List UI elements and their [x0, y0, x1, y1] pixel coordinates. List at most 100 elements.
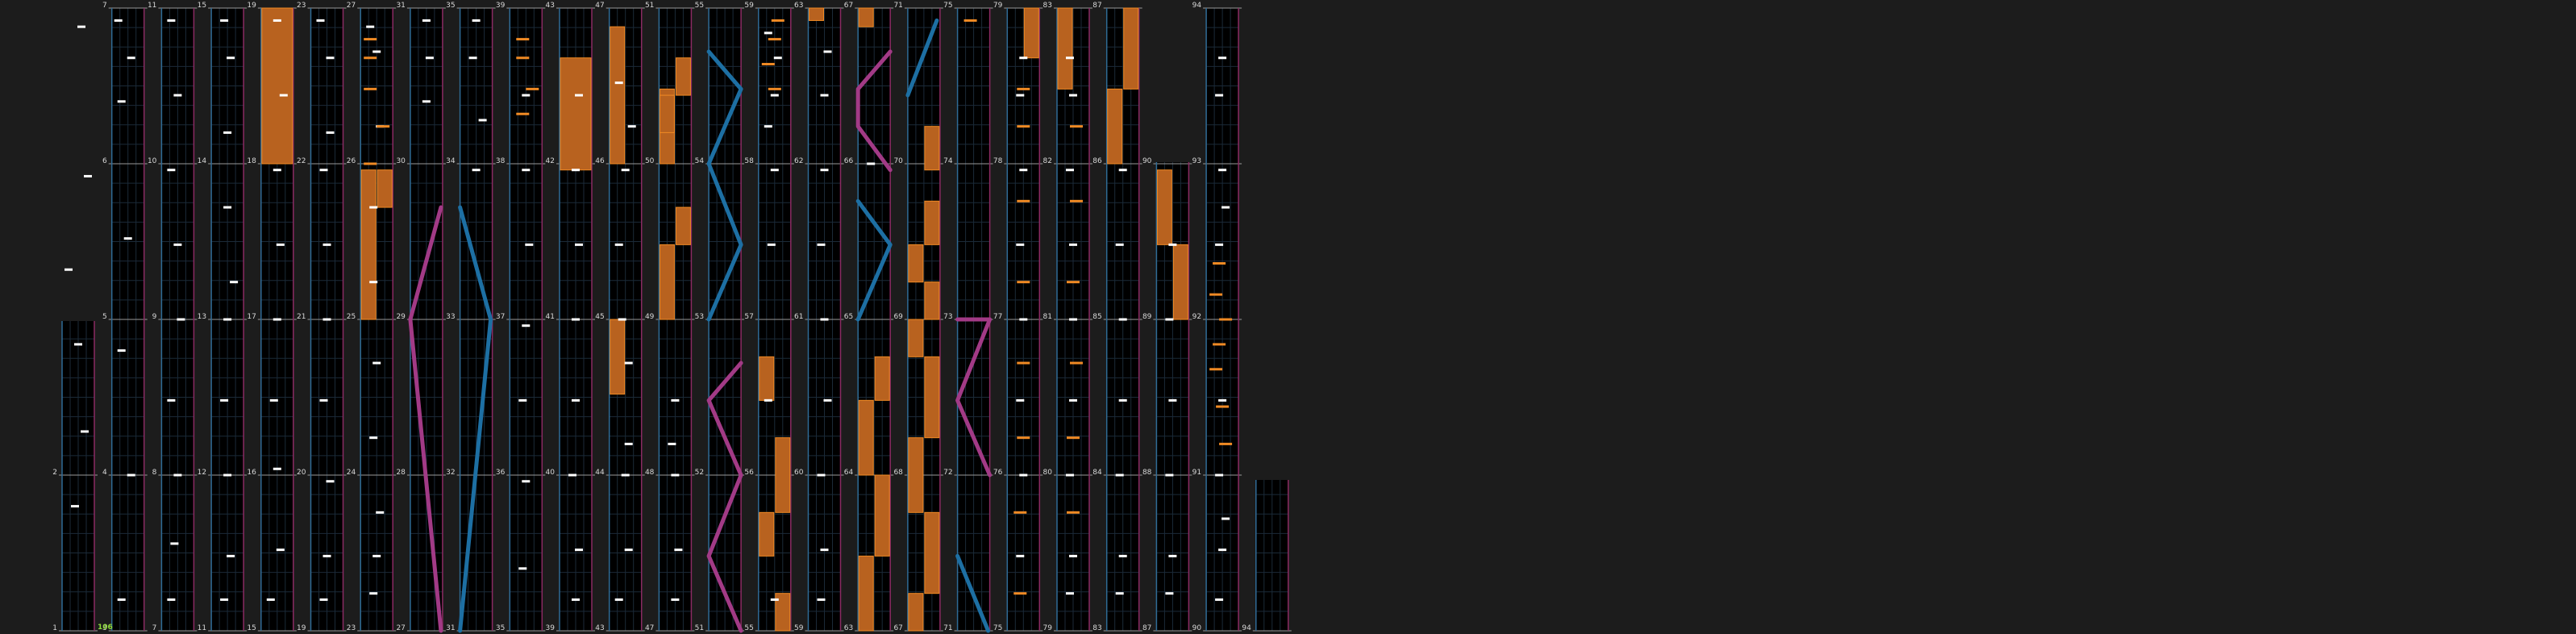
measure-number: 43: [546, 2, 555, 10]
tap-note: [326, 56, 335, 60]
break-note: [1070, 361, 1083, 365]
tap-note: [167, 598, 176, 601]
hold-note: [908, 437, 924, 513]
tap-note: [369, 281, 378, 284]
break-note: [1209, 368, 1223, 371]
measure-number: 11: [148, 2, 156, 10]
tap-note: [1165, 592, 1174, 595]
measure-number: 23: [297, 2, 306, 10]
measure-number: 79: [1043, 624, 1053, 632]
hold-note: [775, 593, 791, 632]
measure-number: 44: [595, 469, 605, 477]
measure-number: 59: [794, 624, 804, 632]
tap-note: [276, 243, 285, 246]
measure-number: 64: [844, 469, 854, 477]
tap-note: [621, 473, 630, 477]
measure-number: 63: [844, 624, 853, 632]
measure-number: 57: [744, 313, 753, 321]
tap-note: [323, 554, 331, 557]
measure-number: 17: [247, 313, 256, 321]
tap-note: [220, 598, 229, 601]
tap-note: [372, 361, 381, 365]
measure-number: 14: [198, 157, 207, 165]
measure-number: 8: [152, 469, 157, 477]
break-note: [761, 62, 775, 65]
tap-note: [820, 169, 829, 172]
measure-number: 26: [347, 157, 356, 165]
hold-note: [874, 356, 890, 401]
hold-note: [924, 511, 940, 594]
measure-number: 35: [446, 2, 455, 10]
tap-note: [269, 398, 278, 402]
measure-number: 31: [446, 624, 455, 632]
tap-note: [167, 169, 176, 172]
tap-note: [65, 268, 73, 271]
tap-note: [177, 318, 185, 321]
tap-note: [227, 554, 235, 557]
tap-note: [123, 237, 132, 240]
hold-note: [659, 244, 675, 320]
tap-note: [326, 131, 335, 134]
tap-note: [276, 548, 285, 552]
measure-number: 53: [695, 313, 704, 321]
tap-note: [1218, 56, 1227, 60]
slide-path: [955, 317, 993, 478]
measure-number: 75: [993, 624, 1002, 632]
tap-note: [366, 25, 375, 28]
measure-number: 35: [496, 624, 505, 632]
break-note: [364, 87, 377, 90]
measure-number: 94: [1242, 624, 1251, 632]
tap-note: [167, 398, 176, 402]
measure-number: 69: [893, 313, 903, 321]
measure-number: 67: [893, 624, 902, 632]
slide-path: [855, 198, 893, 322]
measure-number: 68: [893, 469, 903, 477]
tap-note: [770, 94, 779, 97]
slide-path: [955, 553, 991, 633]
measure-number: 76: [993, 469, 1003, 477]
tap-note: [614, 598, 623, 601]
tap-note: [1168, 554, 1177, 557]
hold-note: [858, 7, 874, 27]
measure-number: 83: [1092, 624, 1101, 632]
tap-note: [572, 318, 580, 321]
measure-number: 87: [1092, 2, 1101, 10]
measure-number: 81: [1043, 313, 1052, 321]
tap-note: [572, 398, 580, 402]
tap-note: [764, 398, 772, 402]
tap-note: [614, 243, 623, 246]
tap-note: [319, 398, 328, 402]
tap-note: [77, 25, 85, 28]
tap-note: [422, 19, 431, 22]
measure-number: 13: [198, 313, 206, 321]
break-note: [364, 162, 377, 165]
measure-number: 31: [396, 2, 405, 10]
tap-note: [1069, 94, 1077, 97]
measure-number: 28: [396, 469, 406, 477]
tap-note: [1165, 473, 1174, 477]
measure-number: 92: [1192, 313, 1201, 321]
break-note: [516, 112, 530, 115]
tap-note: [820, 548, 829, 552]
break-note: [1067, 436, 1080, 440]
measure-number: 51: [645, 2, 654, 10]
measure-number: 82: [1043, 157, 1052, 165]
measure-number: 15: [247, 624, 256, 632]
tap-note: [867, 162, 876, 165]
measure-number: 72: [943, 469, 952, 477]
tap-note: [117, 349, 126, 352]
tap-note: [671, 598, 680, 601]
tap-note: [316, 19, 325, 22]
measure-number: 3: [102, 624, 107, 632]
tap-note: [220, 19, 229, 22]
tap-note: [1118, 318, 1127, 321]
measure-number: 63: [794, 2, 803, 10]
tap-note: [220, 398, 229, 402]
tap-note: [266, 598, 275, 601]
slide-path: [706, 49, 743, 322]
tap-note: [230, 281, 239, 284]
measure-number: 21: [297, 313, 306, 321]
measure-number: 41: [546, 313, 555, 321]
measure-number: 90: [1192, 624, 1202, 632]
measure-number: 54: [695, 157, 705, 165]
